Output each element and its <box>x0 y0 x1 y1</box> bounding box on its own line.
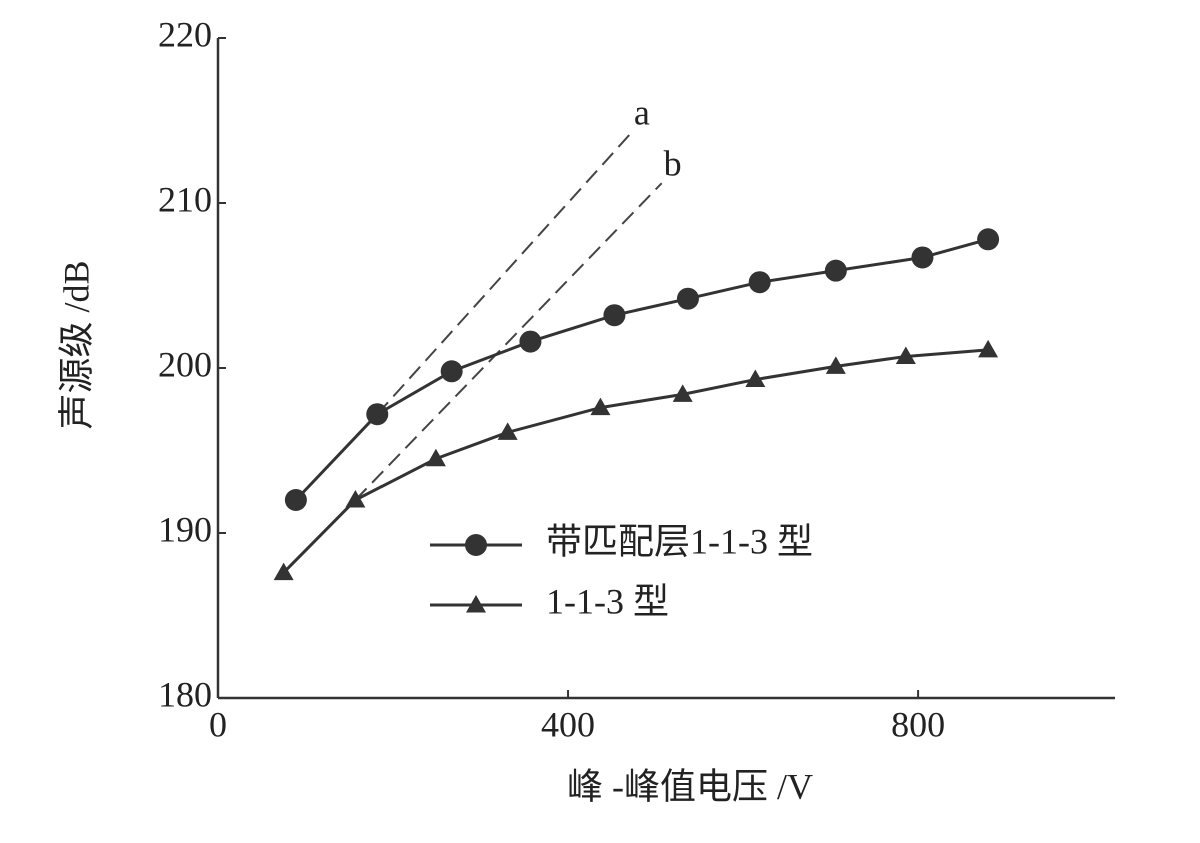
y-tick-label: 220 <box>158 14 212 54</box>
point <box>273 562 294 581</box>
point <box>911 246 934 269</box>
legend-label: 带匹配层1-1-3 型 <box>546 521 813 561</box>
point <box>497 422 518 440</box>
y-tick-label: 210 <box>158 179 212 219</box>
point <box>978 339 999 358</box>
x-axis-label: 峰 -峰值电压 /V <box>567 766 813 806</box>
point <box>366 403 389 426</box>
point <box>977 228 1000 251</box>
point <box>425 448 446 467</box>
point <box>440 360 463 383</box>
y-axis-label: 声源级 /dB <box>56 260 96 429</box>
reference-line <box>376 131 633 415</box>
series-line <box>282 348 989 574</box>
point <box>284 489 307 511</box>
legend-marker <box>466 595 486 613</box>
y-tick-label: 190 <box>158 509 212 549</box>
point <box>745 369 766 388</box>
point <box>672 384 693 402</box>
point <box>519 330 542 353</box>
point <box>603 304 626 327</box>
legend-marker <box>465 534 487 556</box>
point <box>824 259 847 282</box>
reference-label: b <box>664 143 682 183</box>
series-line <box>294 237 989 502</box>
y-tick-label: 180 <box>158 674 212 714</box>
point <box>590 397 611 416</box>
y-tick-label: 200 <box>158 344 212 384</box>
point <box>825 356 846 374</box>
reference-label: a <box>634 92 650 132</box>
point <box>345 490 366 508</box>
point <box>895 346 916 364</box>
legend-label: 1-1-3 型 <box>546 581 669 621</box>
point <box>748 271 771 294</box>
x-tick-label: 800 <box>891 704 945 744</box>
x-tick-label: 0 <box>209 704 227 744</box>
x-tick-label: 400 <box>541 704 595 744</box>
reference-line <box>354 182 663 501</box>
point <box>676 287 699 310</box>
